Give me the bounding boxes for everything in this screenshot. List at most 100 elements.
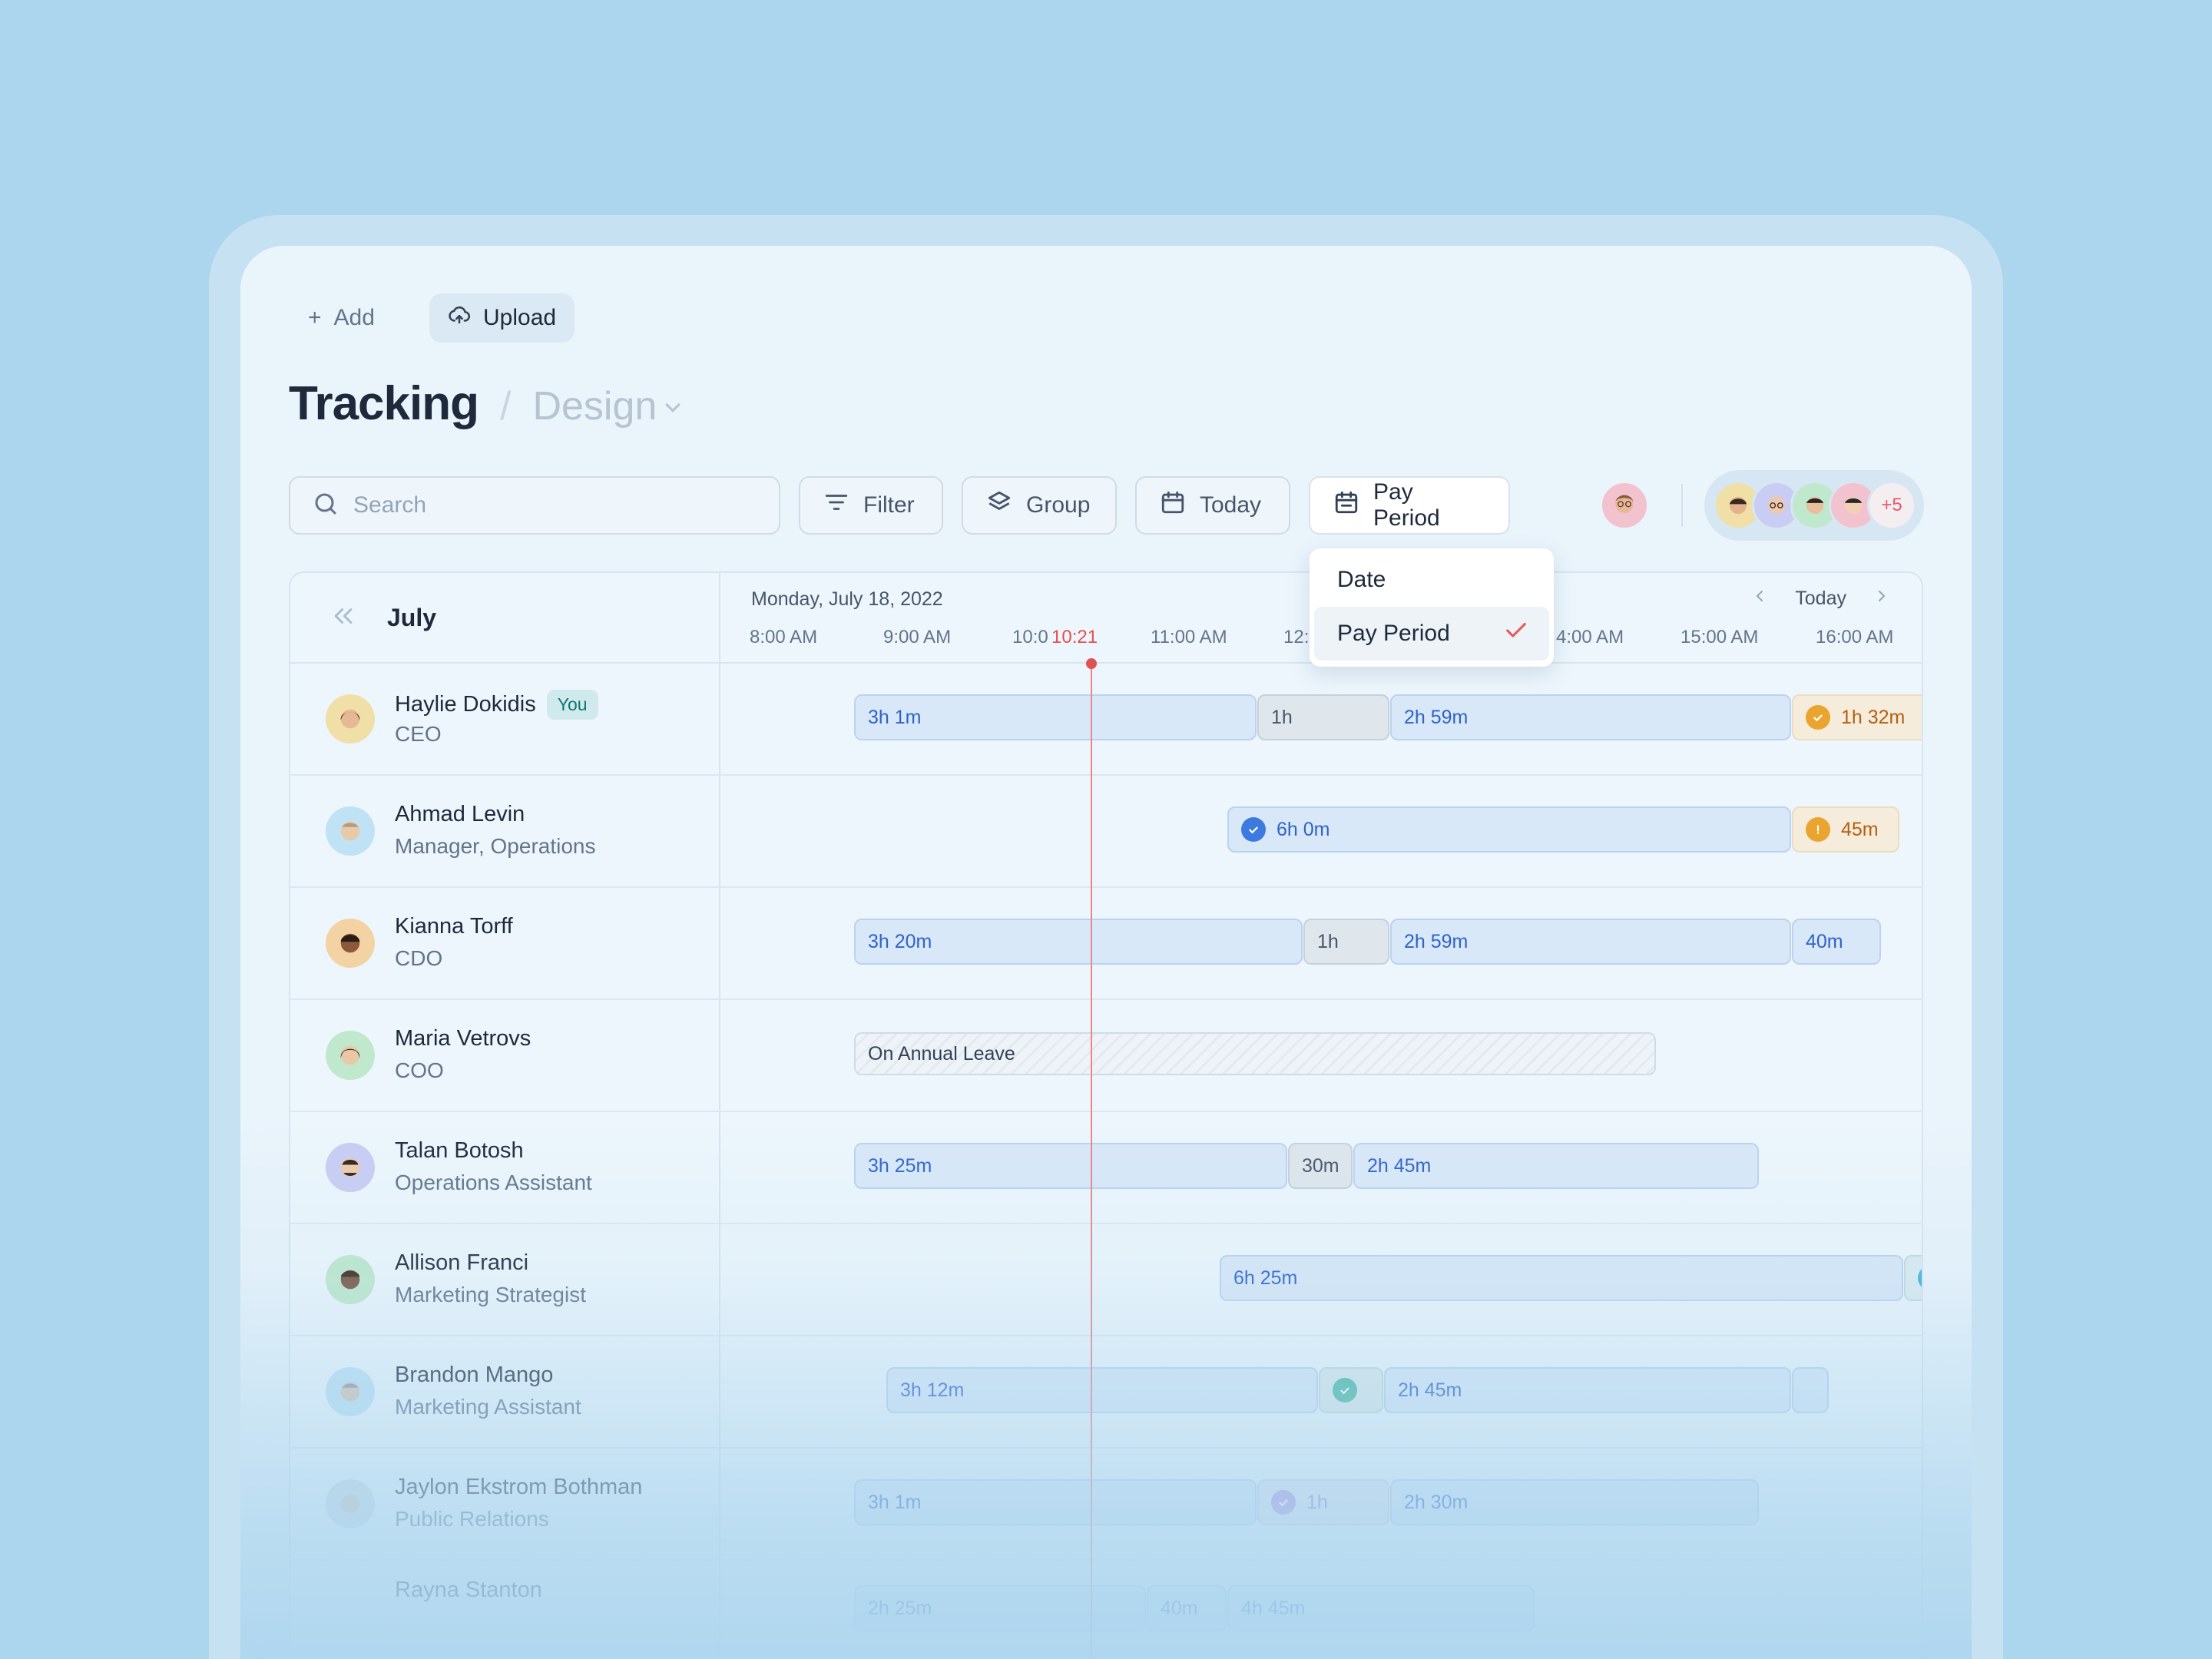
time-entry[interactable]: 3h 1m [854, 694, 1257, 740]
avatar [326, 1479, 375, 1528]
table-row[interactable]: Maria Vetrovs COO On Annual Leave [290, 1000, 1922, 1112]
approved-entry[interactable]: 1h [1257, 1479, 1389, 1525]
time-entry[interactable]: 6h 0m [1227, 806, 1791, 853]
person-name: Jaylon Ekstrom Bothman [395, 1475, 643, 1499]
project-selector[interactable]: Design [532, 383, 681, 429]
search-icon [312, 490, 339, 522]
person-name: Haylie Dokidis You [395, 690, 598, 720]
time-entry[interactable]: 50m [1904, 1255, 1922, 1301]
chevron-down-icon [665, 397, 681, 412]
table-row[interactable]: Haylie Dokidis You CEO 3h 1m 1h 2h 59m 1h… [290, 664, 1922, 776]
time-entry[interactable]: 2h 59m [1390, 919, 1791, 965]
time-entry[interactable]: 3h 25m [854, 1143, 1287, 1189]
dropdown-item-date[interactable]: Date [1314, 553, 1549, 607]
hour-label: 16:00 AM [1816, 627, 1894, 647]
group-button[interactable]: Group [962, 476, 1117, 535]
person-role: Marketing Assistant [395, 1395, 581, 1419]
calendar-range-icon [1333, 489, 1359, 522]
filter-button[interactable]: Filter [799, 476, 943, 535]
person-name: Rayna Stanton [395, 1578, 542, 1602]
avatar [326, 1143, 375, 1192]
table-row[interactable]: Brandon Mango Marketing Assistant 3h 12m… [290, 1336, 1922, 1449]
time-entry[interactable]: 40m [1792, 919, 1881, 965]
overtime-entry[interactable]: 45m [1792, 806, 1899, 853]
person-cell: Allison Franci Marketing Strategist [290, 1224, 720, 1335]
month-label: July [387, 603, 437, 631]
avatar [326, 1255, 375, 1304]
chevron-right-icon[interactable] [1873, 587, 1891, 611]
current-time-label: 10:21 [1048, 627, 1101, 648]
today-nav-label[interactable]: Today [1795, 588, 1846, 609]
search-field[interactable] [289, 476, 780, 535]
hour-label: 15:00 AM [1681, 627, 1759, 647]
avatar [326, 919, 375, 968]
avatar [326, 694, 375, 743]
person-role: Operations Assistant [395, 1171, 592, 1194]
toolbar-divider [1681, 484, 1683, 527]
pay-period-button[interactable]: Pay Period [1309, 476, 1510, 535]
leave-entry[interactable]: On Annual Leave [854, 1032, 1656, 1075]
person-cell: Talan Botosh Operations Assistant [290, 1112, 720, 1223]
day-navigation: Today [1750, 587, 1891, 611]
current-user-avatar[interactable] [1600, 481, 1649, 530]
avatar [326, 806, 375, 856]
time-entry[interactable]: 2h 25m [854, 1585, 1146, 1631]
timeline-header: Monday, July 18, 2022 Today 8:00 AM 9:00… [720, 573, 1922, 664]
you-badge: You [546, 690, 598, 720]
plus-icon: + [308, 305, 322, 330]
person-role: Marketing Strategist [395, 1283, 586, 1306]
layers-icon [986, 489, 1012, 522]
avatar [326, 1031, 375, 1080]
avatar [326, 1367, 375, 1416]
time-entry[interactable]: 2h 30m [1390, 1479, 1759, 1525]
current-time-line [1091, 664, 1092, 1659]
table-row[interactable]: Kianna Torff CDO 3h 20m 1h 2h 59m 40m [290, 888, 1922, 1000]
alert-circle-icon [1806, 817, 1830, 842]
table-row[interactable]: Rayna Stanton 2h 25m 40m 4h 45m [290, 1561, 1922, 1659]
dropdown-item-pay-period[interactable]: Pay Period [1314, 607, 1549, 661]
person-cell: Ahmad Levin Manager, Operations [290, 776, 720, 886]
table-row[interactable]: Jaylon Ekstrom Bothman Public Relations … [290, 1449, 1922, 1561]
chevron-left-icon[interactable] [1750, 587, 1769, 611]
time-entry[interactable]: 3h 12m [886, 1367, 1318, 1413]
check-circle-icon [1918, 1266, 1922, 1290]
time-entry[interactable]: 3h 20m [854, 919, 1303, 965]
check-icon [1503, 618, 1529, 650]
time-entry[interactable]: 2h 59m [1390, 694, 1791, 740]
approved-entry[interactable] [1319, 1367, 1383, 1413]
breadcrumb-separator: / [500, 384, 512, 429]
person-name: Brandon Mango [395, 1363, 554, 1387]
add-button[interactable]: + Add [290, 293, 393, 343]
add-label: Add [333, 305, 375, 330]
time-entry[interactable]: 4h 45m [1227, 1585, 1535, 1631]
time-entry[interactable]: 2h 45m [1384, 1367, 1791, 1413]
time-entry[interactable]: 6h 25m [1220, 1255, 1903, 1301]
group-label: Group [1026, 492, 1091, 518]
person-role: COO [395, 1058, 444, 1082]
team-avatars[interactable]: +5 [1704, 470, 1924, 541]
today-button[interactable]: Today [1135, 476, 1290, 535]
more-avatars-count: +5 [1867, 481, 1916, 530]
person-role: CDO [395, 946, 443, 970]
overtime-entry[interactable]: 1h 32m [1792, 694, 1922, 740]
time-entry[interactable] [1792, 1367, 1829, 1413]
break-entry[interactable]: 30m [1288, 1143, 1353, 1189]
current-time-dot [1086, 658, 1097, 669]
pay-period-label: Pay Period [1373, 479, 1440, 531]
person-name: Kianna Torff [395, 914, 513, 939]
time-entry[interactable]: 40m [1147, 1585, 1227, 1631]
search-input[interactable] [353, 492, 737, 518]
double-chevron-left-icon[interactable] [330, 603, 356, 633]
person-cell: Jaylon Ekstrom Bothman Public Relations [290, 1449, 720, 1559]
break-entry[interactable]: 1h [1303, 919, 1389, 965]
table-row[interactable]: Talan Botosh Operations Assistant 3h 25m… [290, 1112, 1922, 1224]
upload-button[interactable]: Upload [429, 293, 575, 343]
date-mode-dropdown: Date Pay Period [1310, 548, 1554, 667]
app-window: + Add Upload Tracking / Design Filter Gr… [240, 246, 1972, 1659]
time-entry[interactable]: 2h 45m [1353, 1143, 1759, 1189]
break-entry[interactable]: 1h [1257, 694, 1389, 740]
table-row[interactable]: Allison Franci Marketing Strategist 6h 2… [290, 1224, 1922, 1336]
time-entry[interactable]: 3h 1m [854, 1479, 1257, 1525]
table-row[interactable]: Ahmad Levin Manager, Operations 6h 0m 45… [290, 776, 1922, 888]
person-name: Maria Vetrovs [395, 1026, 531, 1051]
